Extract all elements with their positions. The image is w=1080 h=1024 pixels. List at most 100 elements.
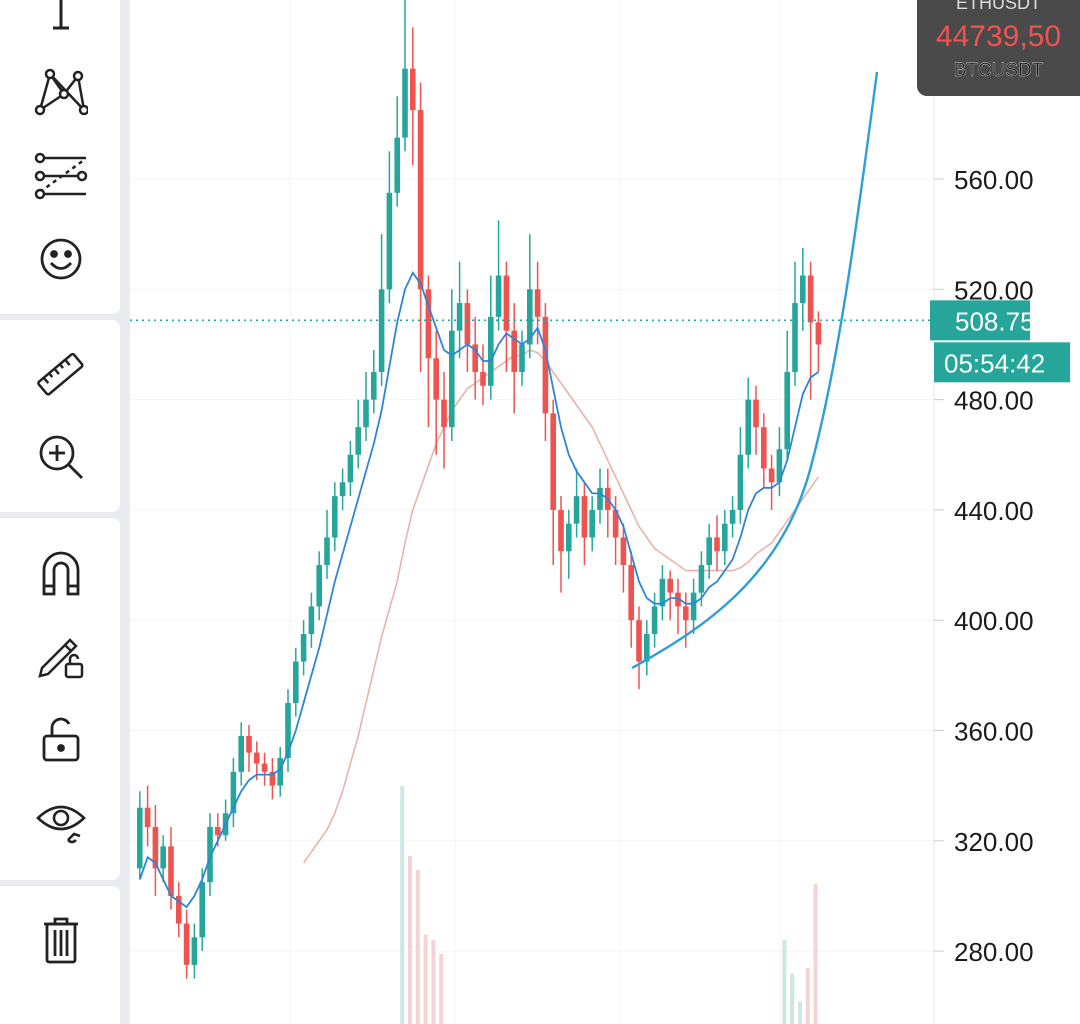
zoom-in-icon — [39, 435, 83, 479]
candle-body — [527, 289, 533, 345]
eye-icon — [36, 805, 86, 844]
candle-body — [675, 592, 681, 607]
countdown-badge — [934, 342, 1070, 383]
candle-body — [152, 827, 159, 869]
candle-body — [300, 633, 307, 662]
trash-icon — [44, 917, 78, 964]
candle-body — [324, 537, 330, 566]
candle-body — [792, 303, 798, 373]
toolbar-group-4 — [0, 886, 120, 1024]
volume-bar — [408, 856, 412, 1024]
candle-body — [495, 275, 502, 317]
candle-body — [332, 496, 338, 538]
candle-body — [238, 736, 244, 772]
candle-body — [137, 807, 143, 869]
candle-body — [729, 509, 736, 524]
candle-body — [807, 275, 814, 323]
candlesticks — [137, 0, 822, 979]
magnet-icon — [42, 551, 80, 596]
candle-body — [207, 827, 213, 883]
candle-body — [644, 633, 650, 662]
measure-tool-button[interactable] — [30, 344, 92, 406]
candle-body — [417, 110, 424, 290]
hide-tool-button[interactable] — [30, 790, 92, 852]
drawing-toolbar — [0, 0, 130, 1024]
candle-body — [761, 427, 767, 469]
candle-body — [722, 523, 728, 552]
candle-body — [339, 482, 346, 497]
volume-bar — [400, 786, 405, 1024]
candle-body — [651, 606, 658, 634]
price-chart[interactable]: 560.00 520.00 480.00 440.00 400.00 360.00 320.… — [130, 0, 1080, 1024]
candle-body — [402, 68, 408, 138]
volume-bar — [813, 884, 818, 1024]
price-axis-label: 400.00 — [954, 606, 1034, 636]
candle-body — [597, 487, 603, 510]
candle-body — [199, 882, 205, 938]
candle-body — [815, 322, 822, 345]
candle-body — [269, 771, 276, 786]
remove-tool-button[interactable] — [30, 908, 92, 970]
lock-drawings-tool-button[interactable] — [30, 624, 92, 686]
candle-body — [698, 565, 705, 593]
lock-all-tool-button[interactable] — [30, 708, 92, 770]
candle-body — [612, 509, 619, 538]
candle-body — [425, 289, 432, 359]
candle-body — [511, 330, 517, 373]
candle-body — [316, 565, 322, 607]
fib-tool-button[interactable] — [30, 146, 92, 208]
ruler-icon — [37, 352, 84, 396]
candle-body — [394, 137, 400, 193]
price-axis-label: 520.00 — [954, 275, 1034, 305]
candle-body — [261, 763, 268, 772]
price-axis-label: 440.00 — [954, 496, 1034, 526]
candle-body — [737, 454, 744, 510]
price-axis-label: 320.00 — [954, 827, 1034, 857]
zoom-tool-button[interactable] — [30, 426, 92, 488]
pattern-icon — [34, 68, 88, 116]
candle-body — [534, 289, 541, 317]
pattern-tool-button[interactable] — [30, 60, 92, 122]
candle-body — [254, 752, 260, 764]
candle-body — [636, 620, 642, 662]
slow-ma-line — [302, 349, 820, 864]
candle-body — [378, 289, 385, 373]
trend-curve[interactable] — [631, 71, 879, 670]
volume-bar — [782, 940, 787, 1024]
candle-body — [456, 303, 463, 331]
volume-bar — [423, 934, 428, 1024]
candle-body — [542, 316, 549, 414]
candle-body — [386, 192, 393, 290]
pencil-lock-icon — [38, 638, 84, 679]
candle-body — [371, 372, 377, 400]
ticker-panel[interactable]: ETHUSDT 44739,50 BTCUSDT — [917, 0, 1080, 96]
candle-body — [347, 454, 354, 483]
candle-body — [308, 606, 315, 634]
price-axis-label: 280.00 — [954, 937, 1034, 967]
candle-body — [480, 372, 486, 386]
candle-body — [690, 592, 697, 621]
chart-grid — [130, 0, 934, 1024]
candle-body — [503, 275, 510, 331]
cursor-tool-button[interactable] — [30, 0, 92, 40]
price-badge — [930, 300, 1030, 341]
volume-bar — [431, 940, 436, 1024]
cursor-icon — [53, 0, 69, 30]
candle-body — [558, 509, 564, 552]
candle-body — [441, 399, 447, 428]
candle-body — [168, 846, 174, 896]
price-axis-label: 480.00 — [954, 386, 1034, 416]
volume-bars — [400, 786, 818, 1024]
candle-body — [488, 316, 494, 386]
candle-body — [573, 496, 580, 524]
candle-body — [183, 923, 190, 965]
emoji-tool-button[interactable] — [30, 228, 92, 290]
candle-body — [293, 661, 299, 703]
magnet-tool-button[interactable] — [30, 542, 92, 604]
price-axis-label: 560.00 — [954, 165, 1034, 195]
candle-body — [160, 846, 166, 869]
candle-body — [776, 449, 783, 483]
candle-body — [566, 523, 572, 552]
candle-body — [285, 702, 291, 759]
volume-bar — [805, 968, 810, 1024]
